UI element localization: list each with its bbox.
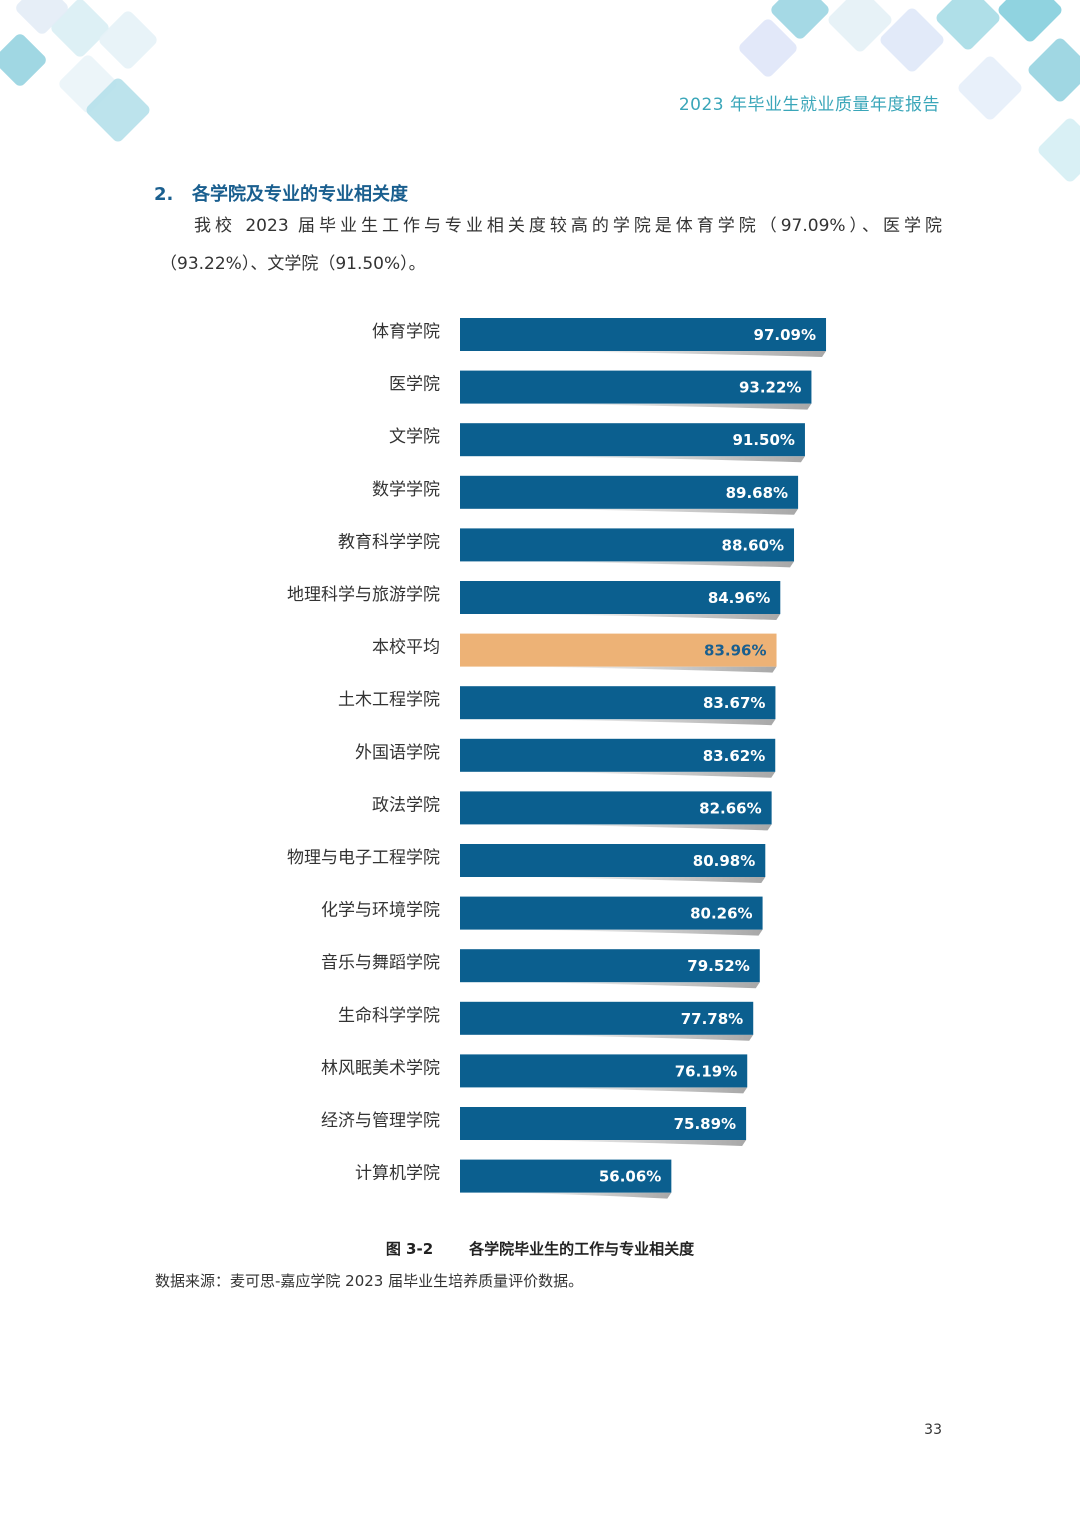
category-label: 医学院 xyxy=(389,375,440,395)
bar-shadow xyxy=(527,508,799,515)
report-header-title: 2023 年毕业生就业质量年度报告 xyxy=(678,95,940,115)
bar-9 xyxy=(460,738,776,772)
bar-shadow xyxy=(523,771,776,778)
category-label: 地理科学与旅游学院 xyxy=(287,585,440,605)
category-label: 教育科学学院 xyxy=(338,532,440,552)
section-heading-text: 各学院及专业的专业相关度 xyxy=(192,184,408,205)
value-label: 75.89% xyxy=(674,1115,736,1133)
figure-number: 图 3-2 xyxy=(385,1240,434,1258)
value-label: 82.66% xyxy=(699,799,761,817)
category-label: 计算机学院 xyxy=(355,1164,440,1184)
value-label: 79.52% xyxy=(687,957,749,975)
section-number: 2. xyxy=(154,184,174,205)
bar-shadow xyxy=(523,719,776,726)
bar-shadow xyxy=(517,1140,747,1146)
category-label: 文学院 xyxy=(389,427,440,447)
value-label: 88.60% xyxy=(722,536,784,554)
bar-shadow xyxy=(524,614,781,620)
bar-2 xyxy=(460,370,812,404)
bar-1 xyxy=(460,318,827,351)
bar-13 xyxy=(460,949,760,983)
figure-title: 各学院毕业生的工作与专业相关度 xyxy=(469,1240,695,1258)
value-label: 84.96% xyxy=(708,589,770,607)
value-label: 91.50% xyxy=(732,431,794,449)
category-label: 物理与电子工程学院 xyxy=(287,848,440,868)
value-label: 76.19% xyxy=(675,1062,737,1080)
bar-shadow xyxy=(523,666,777,673)
category-label: 经济与管理学院 xyxy=(321,1111,440,1131)
category-label: 本校平均 xyxy=(372,638,440,658)
bar-shadow xyxy=(519,982,760,989)
category-label: 体育学院 xyxy=(372,322,440,342)
bar-shadow xyxy=(518,1034,754,1041)
value-label: 83.96% xyxy=(704,642,766,660)
paragraph-line-1: 我校 2023 届毕业生工作与专业相关度较高的学院是体育学院（97.09%）、医… xyxy=(194,216,942,236)
category-label: 生命科学学院 xyxy=(338,1006,440,1026)
bar-5 xyxy=(460,528,795,562)
bar-shadow xyxy=(517,1087,748,1094)
category-label: 土木工程学院 xyxy=(338,690,440,710)
bar-14 xyxy=(460,1001,754,1035)
category-label: 外国语学院 xyxy=(355,743,440,763)
bar-shadow xyxy=(526,561,795,568)
average-bar xyxy=(460,633,777,667)
category-label: 林风眠美术学院 xyxy=(321,1058,440,1078)
value-label: 83.67% xyxy=(703,694,765,712)
bar-8 xyxy=(460,686,776,720)
paragraph-line-2: （93.22%）、文学院（91.50%）。 xyxy=(160,254,426,274)
value-label: 83.62% xyxy=(703,747,765,765)
bar-12 xyxy=(460,896,763,930)
data-source-note: 数据来源：麦可思-嘉应学院 2023 届毕业生培养质量评价数据。 xyxy=(155,1272,584,1290)
bar-11 xyxy=(460,844,766,877)
bar-shadow xyxy=(530,403,812,410)
value-label: 89.68% xyxy=(726,484,788,502)
value-label: 56.06% xyxy=(599,1168,661,1186)
category-label: 音乐与舞蹈学院 xyxy=(321,953,440,973)
college-relevance-bar-chart: 体育学院 97.09% 医学院 93.22% 文学院 91.50% 数学学院 89.68% 教育… xyxy=(287,318,827,1199)
bar-15 xyxy=(460,1054,748,1088)
figure-caption: 图 3-2 各学院毕业生的工作与专业相关度 xyxy=(0,1238,1080,1259)
bar-10 xyxy=(460,791,772,825)
bar-shadow xyxy=(502,1192,672,1199)
bar-shadow xyxy=(521,877,766,883)
value-label: 80.98% xyxy=(693,852,755,870)
category-label: 政法学院 xyxy=(372,795,440,815)
bar-shadow xyxy=(533,351,827,357)
bar-shadow xyxy=(520,929,763,936)
category-label: 化学与环境学院 xyxy=(321,901,440,921)
bar-shadow xyxy=(522,824,772,831)
value-label: 93.22% xyxy=(739,379,801,397)
value-label: 80.26% xyxy=(690,905,752,923)
bar-4 xyxy=(460,475,799,509)
value-label: 97.09% xyxy=(754,326,816,344)
bar-16 xyxy=(460,1107,747,1140)
value-label: 77.78% xyxy=(681,1010,743,1028)
bar-shadow xyxy=(528,456,805,463)
page-number: 33 xyxy=(924,1422,942,1438)
bar-6 xyxy=(460,581,781,614)
bar-3 xyxy=(460,423,805,457)
section-heading: 2. 各学院及专业的专业相关度 xyxy=(154,180,408,206)
bar-17 xyxy=(460,1159,672,1193)
category-label: 数学学院 xyxy=(372,480,440,500)
